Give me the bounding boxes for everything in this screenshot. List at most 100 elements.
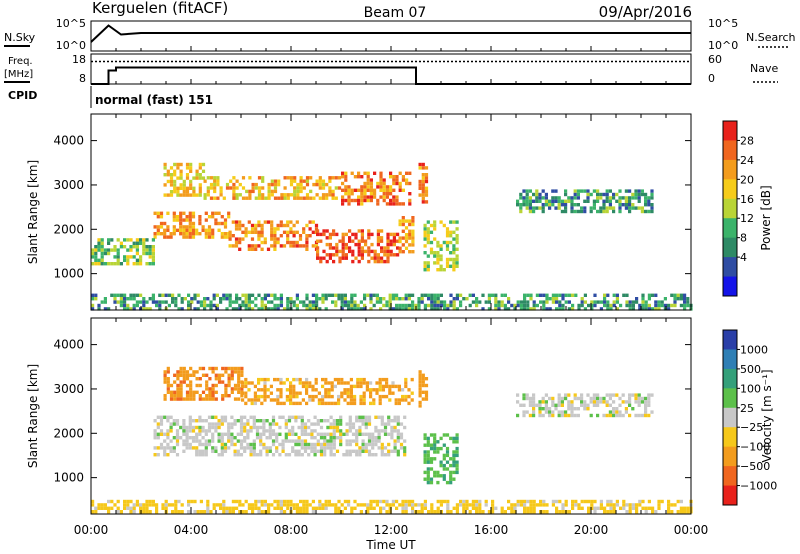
vel-regions-cell [371,439,375,443]
power-regions-cell [426,240,430,245]
power-regions-cell [175,228,180,232]
vel-regions-cell [647,403,651,407]
vel-regions-cell [281,442,285,447]
vel-regions-cell [275,432,279,436]
vel-regions-cell [332,436,336,440]
power-regions-cell [443,300,447,304]
power-regions-cell [302,196,306,200]
vel-regions-cell [198,432,202,436]
power-regions-cell [398,222,402,227]
vel-regions-cell [224,383,228,388]
vel-regions-cell [310,449,314,453]
vel-regions-cell [259,436,263,440]
power-regions-cell [190,297,194,301]
power-regions-cell [363,192,367,196]
power-regions-cell [299,179,303,183]
power-regions-cell [373,188,377,192]
power-regions-cell [538,199,542,203]
vel-regions-cell [615,393,619,397]
power-regions-cell [386,249,390,254]
vel-regions-cell [311,510,315,514]
vel-regions-cell [156,432,160,436]
power-regions-cell [641,303,645,308]
power-regions-cell [418,186,422,190]
vel-regions-cell [169,394,174,398]
power-regions-cell [644,303,648,308]
power-regions-cell [535,196,539,200]
vel-regions-cell [323,432,327,436]
power-regions-cell [363,171,367,175]
vel-regions-cell [522,393,526,397]
power-regions-cell [423,293,427,297]
power-regions-cell [647,307,651,311]
power-regions-cell [544,196,548,200]
vel-regions-cell [670,503,674,507]
vel-regions-cell [551,503,555,507]
vel-regions-cell [223,442,228,447]
vel-regions-cell [243,449,247,453]
vel-regions-cell [156,422,160,426]
vel-regions-cell [423,470,427,475]
vel-regions-cell [353,499,357,504]
vel-regions-cell [638,503,642,507]
vel-regions-cell [300,422,304,426]
power-regions-cell [583,293,587,297]
vel-regions-cell [609,506,613,510]
power-regions-cell [382,195,386,199]
velocity-colorbar-tick-label: −1000 [740,480,777,493]
power-regions-cell [382,178,386,182]
power-regions-cell [260,303,264,308]
vel-regions-cell [201,419,205,423]
vel-regions-cell [169,397,174,401]
vel-regions-cell [239,442,244,447]
power-regions-cell [408,198,412,203]
vel-regions-cell [385,510,389,514]
vel-regions-cell [418,400,422,405]
power-regions-cell [389,242,393,247]
power-regions-cell [207,232,212,236]
x-tick-label: 04:00 [174,523,209,537]
power-regions-cell [404,297,408,301]
vel-regions-cell [167,503,171,507]
power-regions-cell [148,297,152,301]
vel-regions-cell [284,425,288,430]
vel-regions-cell [343,499,347,504]
power-regions-cell [555,300,559,304]
vel-regions-cell [590,506,594,510]
vel-regions-cell [182,439,186,443]
power-regions-cell [238,240,242,245]
power-regions-cell [494,297,498,301]
power-regions-cell [427,303,431,308]
vel-regions-cell [564,393,568,397]
power-regions-cell [193,297,197,301]
power-regions-cell [331,176,335,180]
power-regions-cell [305,196,310,200]
power-regions-cell [449,230,453,234]
vel-regions-cell [471,506,475,510]
nsearch-tick-top: 10^5 [708,17,738,30]
vel-regions-cell [135,499,139,504]
vel-regions-cell [382,506,386,510]
power-regions-cell [392,181,396,186]
power-regions-cell [163,221,167,226]
vel-regions-cell [201,373,206,377]
vel-regions-cell [302,506,306,510]
power-regions-cell [634,189,638,193]
vel-regions-cell [382,499,386,504]
power-regions-cell [198,218,202,222]
power-regions-cell [580,209,584,214]
vel-regions-cell [455,446,459,451]
power-regions-cell [366,178,370,182]
power-regions-cell [478,300,482,304]
power-regions-cell [207,235,212,239]
power-regions-cell [135,251,139,256]
power-regions-cell [293,189,297,194]
power-regions-cell [541,189,545,193]
vel-regions-cell [243,446,247,450]
power-regions-cell [640,189,644,193]
power-regions-cell [273,303,277,308]
vel-regions-cell [449,510,453,514]
power-regions-cell [191,225,196,229]
power-regions-cell [341,253,345,257]
power-regions-cell [356,303,360,308]
